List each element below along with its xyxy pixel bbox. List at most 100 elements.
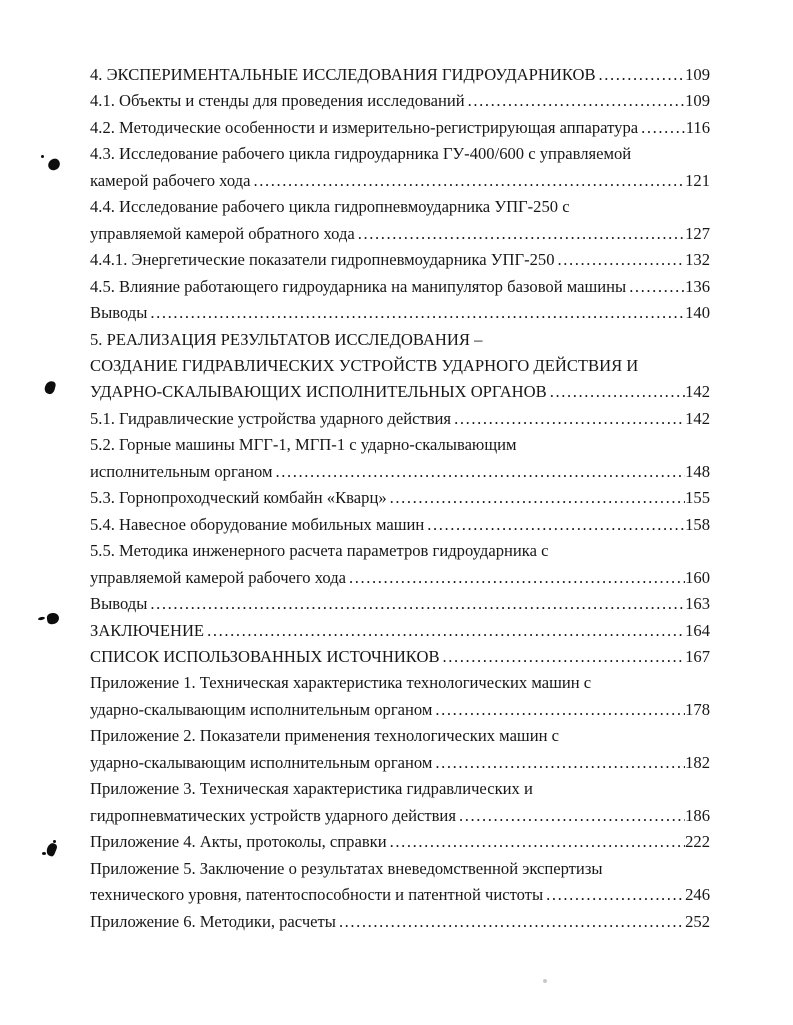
page-number: 155 (685, 488, 710, 508)
page-number: 140 (685, 303, 710, 323)
toc-entry-text: Приложение 3. Техническая характеристика… (90, 779, 533, 799)
page-number: 158 (685, 514, 710, 534)
page-number: 109 (685, 91, 710, 111)
toc-entry-text: 4. ЭКСПЕРИМЕНТАЛЬНЫЕ ИССЛЕДОВАНИЯ ГИДРОУ… (90, 65, 596, 84)
toc-entry-text: ударно-скалывающим исполнительным органо… (90, 699, 433, 719)
toc-entry-text: Выводы (90, 303, 148, 323)
page-number: 182 (685, 752, 710, 772)
dot-leader: ........................................… (338, 911, 685, 931)
ink-blot-2 (43, 379, 57, 396)
dot-leader: ........................................… (629, 276, 686, 296)
dot-leader: ........................................… (150, 594, 685, 614)
dot-leader: ........................................… (150, 303, 685, 323)
dot-leader: ........................................… (253, 170, 686, 190)
page-number: 109 (685, 65, 710, 84)
ink-blot-3-tail (37, 616, 46, 621)
page-number: 163 (685, 594, 710, 614)
toc-entry-line: гидропневматических устройств ударного д… (90, 803, 710, 829)
dot-leader: ........................................… (641, 117, 686, 137)
page-number: 116 (685, 117, 710, 137)
dot-leader: ........................................… (349, 567, 686, 587)
toc-entry-line: СПИСОК ИСПОЛЬЗОВАННЫХ ИСТОЧНИКОВ........… (90, 644, 710, 670)
toc-entry-text: 5.4. Навесное оборудование мобильных маш… (90, 514, 425, 534)
page-number: 136 (685, 276, 710, 296)
toc-entry-line: технического уровня, патентоспособности … (90, 882, 710, 908)
toc-entry-text: Выводы (90, 594, 148, 614)
toc-entry-line: Приложение 5. Заключение о результатах в… (90, 856, 710, 882)
dot-leader: ........................................… (458, 805, 686, 825)
dot-leader: ........................................… (454, 408, 685, 428)
toc-entry-text: 4.2. Методические особенности и измерите… (90, 117, 639, 137)
toc-entry-line: 5.4. Навесное оборудование мобильных маш… (90, 512, 710, 538)
ink-blot-1 (46, 157, 62, 172)
page-number: 121 (685, 170, 710, 190)
toc-entry-text: Приложение 4. Акты, протоколы, справки (90, 832, 387, 852)
ink-blot-4 (44, 841, 59, 858)
toc-entry-line: ударно-скалывающим исполнительным органо… (90, 750, 710, 776)
toc-entry-line: Приложение 1. Техническая характеристика… (90, 670, 710, 696)
page-number: 186 (685, 805, 710, 825)
toc-entry-text: 4.4.1. Энергетические показатели гидропн… (90, 250, 555, 270)
toc-entry-text: исполнительным органом (90, 461, 273, 481)
toc-entry-text: Приложение 1. Техническая характеристика… (90, 673, 592, 693)
page-number: 252 (685, 911, 710, 931)
toc-entry-line: 5.2. Горные машины МГГ-1, МГП-1 с ударно… (90, 432, 710, 458)
toc-entry-text: 4.5. Влияние работающего гидроударника н… (90, 276, 627, 296)
toc-entry-line: Выводы..................................… (90, 591, 710, 617)
toc-entry-line: 5.5. Методика инженерного расчета параме… (90, 538, 710, 564)
toc-entry-text: управляемой камерой рабочего хода (90, 567, 347, 587)
toc-entry-text: 4.1. Объекты и стенды для проведения исс… (90, 91, 465, 111)
dot-leader: ........................................… (467, 91, 686, 111)
page-number: 142 (685, 408, 710, 428)
toc-entry-line: 4.1. Объекты и стенды для проведения исс… (90, 88, 710, 114)
toc-entry-line: 5.1. Гидравлические устройства ударного … (90, 406, 710, 432)
dot-leader: ........................................… (389, 488, 685, 508)
dot-leader: ........................................… (546, 885, 685, 905)
dot-leader: ........................................… (598, 65, 686, 84)
toc-entry-line: 4.4. Исследование рабочего цикла гидропн… (90, 194, 710, 220)
page-number: 127 (685, 223, 710, 243)
toc-entry-line: 4.3. Исследование рабочего цикла гидроуд… (90, 141, 710, 167)
toc-entry-line: камерой рабочего хода...................… (90, 168, 710, 194)
toc-entry-line: 4.4.1. Энергетические показатели гидропн… (90, 247, 710, 273)
ink-blot-1-speck (41, 155, 44, 158)
toc-entry-line: Приложение 2. Показатели применения техн… (90, 723, 710, 749)
toc-entry-text: УДАРНО-СКАЛЫВАЮЩИХ ИСПОЛНИТЕЛЬНЫХ ОРГАНО… (90, 382, 547, 402)
dot-leader: ........................................… (427, 514, 686, 534)
toc-entry-text: гидропневматических устройств ударного д… (90, 805, 456, 825)
toc-entry-text: ЗАКЛЮЧЕНИЕ (90, 620, 205, 640)
toc-entry-line: УДАРНО-СКАЛЫВАЮЩИХ ИСПОЛНИТЕЛЬНЫХ ОРГАНО… (90, 379, 710, 405)
page-number: 164 (685, 620, 710, 640)
toc-entry-text: ударно-скалывающим исполнительным органо… (90, 752, 433, 772)
dot-leader: ........................................… (389, 832, 685, 852)
toc-entry-text: СОЗДАНИЕ ГИДРАВЛИЧЕСКИХ УСТРОЙСТВ УДАРНО… (90, 355, 639, 375)
page-number: 167 (685, 646, 710, 666)
toc-entry-text: 5.3. Горнопроходческий комбайн «Кварц» (90, 488, 387, 508)
toc-entry-text: 5.1. Гидравлические устройства ударного … (90, 408, 452, 428)
page-number: 222 (685, 832, 710, 852)
toc-entry-text: технического уровня, патентоспособности … (90, 885, 544, 905)
toc-entry-line: СОЗДАНИЕ ГИДРАВЛИЧЕСКИХ УСТРОЙСТВ УДАРНО… (90, 353, 710, 379)
toc-entry-line: 5. РЕАЛИЗАЦИЯ РЕЗУЛЬТАТОВ ИССЛЕДОВАНИЯ – (90, 327, 710, 353)
page-number: 160 (685, 567, 710, 587)
toc-entry-line: исполнительным органом..................… (90, 459, 710, 485)
toc-entry-text: 4.4. Исследование рабочего цикла гидропн… (90, 197, 570, 217)
ink-blot-3 (46, 612, 60, 625)
toc-entry-line: управляемой камерой рабочего хода.......… (90, 565, 710, 591)
page-number: 246 (685, 885, 710, 905)
toc-entry-text: Приложение 5. Заключение о результатах в… (90, 858, 603, 878)
toc-entry-text: Приложение 6. Методики, расчеты (90, 911, 336, 931)
toc-entry-text: 5.2. Горные машины МГГ-1, МГП-1 с ударно… (90, 435, 517, 455)
dot-leader: ........................................… (557, 250, 686, 270)
toc-entry-text: 5. РЕАЛИЗАЦИЯ РЕЗУЛЬТАТОВ ИССЛЕДОВАНИЯ – (90, 329, 483, 349)
page-number: 132 (685, 250, 710, 270)
toc-entry-line: ударно-скалывающим исполнительным органо… (90, 697, 710, 723)
page-number: 148 (685, 461, 710, 481)
dot-leader: ........................................… (435, 752, 685, 772)
toc-entry-line: управляемой камерой обратного хода......… (90, 221, 710, 247)
scan-speck (543, 979, 547, 983)
toc-entry-line: 4.5. Влияние работающего гидроударника н… (90, 274, 710, 300)
toc-entry-text: 5.5. Методика инженерного расчета параме… (90, 541, 549, 561)
toc-entry-text: 4.3. Исследование рабочего цикла гидроуд… (90, 144, 632, 164)
